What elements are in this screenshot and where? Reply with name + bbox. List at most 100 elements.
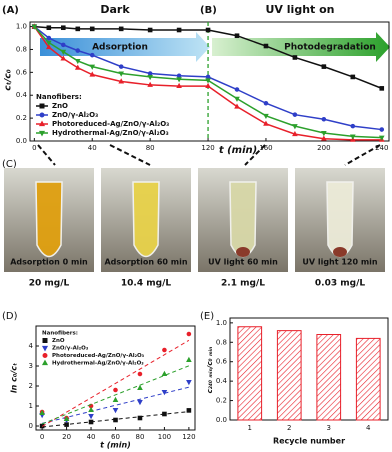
marker (112, 408, 119, 414)
marker (263, 100, 269, 106)
marker (45, 40, 52, 46)
x-axis-label: t (min) (219, 145, 257, 156)
marker (263, 43, 269, 49)
x-tick-label: 200 (317, 144, 330, 152)
marker (75, 26, 81, 32)
marker (147, 74, 153, 81)
marker (112, 396, 119, 402)
plot-frame (29, 21, 390, 142)
y-tick-label: 0.4 (216, 377, 228, 385)
marker (60, 25, 66, 31)
marker (64, 422, 69, 427)
marker (186, 356, 192, 362)
marker (75, 48, 81, 53)
legend-marker (41, 345, 49, 352)
x-tick-label: 60 (111, 433, 120, 441)
annotation: Photodegradation (284, 43, 376, 53)
legend-marker (39, 112, 45, 118)
y-axis-label: ln c₀/cₜ (10, 363, 19, 393)
marker (161, 370, 168, 376)
marker (349, 134, 356, 140)
marker (118, 64, 124, 69)
marker (161, 390, 168, 396)
annotation: (B) (200, 5, 217, 16)
marker (263, 120, 269, 126)
sediment (333, 247, 347, 257)
y-tick-label: 0.4 (16, 91, 28, 99)
y-axis-label: c₂₄₀ ₘᵢₙ/c₀ ₘᵢₙ (206, 347, 214, 394)
marker (118, 71, 125, 77)
bar (237, 326, 263, 421)
marker (147, 81, 153, 87)
marker (378, 135, 385, 141)
marker (292, 124, 298, 130)
y-tick-label: 3 (29, 362, 33, 370)
y-tick-label: 2 (29, 382, 33, 390)
photo-concentration: 20 mg/L (29, 279, 70, 289)
photo-caption: Adsorption 60 min (104, 258, 187, 267)
sediment (236, 247, 250, 257)
legend-label: ZnO/γ-Al₂O₃ (52, 346, 89, 352)
y-tick-label: 4 (29, 342, 34, 350)
annotation: UV light on (266, 3, 335, 16)
chart-title: Dark (100, 3, 130, 16)
marker (88, 419, 94, 425)
photo-caption: Adsorption 0 min (10, 258, 88, 267)
marker (321, 135, 327, 141)
marker (46, 25, 52, 31)
x-tick-label: 20 (62, 433, 71, 441)
marker (205, 74, 211, 80)
legend-title: Nanofibers: (36, 93, 82, 101)
marker (205, 27, 211, 33)
legend-label: ZnO/γ-Al₂O₃ (52, 111, 98, 119)
x-tick-label: 160 (259, 144, 272, 152)
marker (234, 103, 240, 109)
marker (176, 73, 182, 79)
y-tick-label: 0.0 (216, 416, 227, 424)
marker (263, 113, 269, 120)
marker (74, 64, 81, 70)
y-tick-label: 0.2 (216, 397, 227, 405)
adsorption-arrow (40, 32, 210, 62)
marker (60, 42, 66, 48)
marker (147, 27, 153, 33)
fit-line (41, 339, 190, 427)
y-tick-label: 0.8 (16, 45, 27, 53)
marker (113, 387, 118, 393)
y-tick-label: 0.0 (16, 137, 27, 145)
legend-label: Photoreduced-Ag/ZnO/γ-Al₂O₃ (52, 353, 145, 359)
x-tick-label: 240 (375, 144, 388, 152)
marker (350, 74, 356, 80)
marker (88, 414, 94, 420)
legend-label: ZnO (52, 338, 65, 344)
x-tick-label: 1 (248, 424, 252, 432)
marker (321, 116, 327, 122)
vial (132, 181, 160, 258)
x-tick-label: 80 (136, 433, 145, 441)
marker (379, 127, 385, 132)
marker (234, 87, 240, 92)
y-tick-label: 1.0 (216, 319, 227, 327)
x-tick-label: 0 (40, 433, 44, 441)
marker (60, 55, 67, 61)
bar (355, 337, 381, 421)
marker (321, 64, 327, 69)
marker (186, 408, 192, 413)
pointer-arrows (37, 144, 381, 166)
legend-marker (38, 120, 46, 127)
legend-marker (42, 338, 48, 343)
legend-label: Hydrothermal-Ag/ZnO/γ-Al₂O₃ (52, 361, 144, 367)
legend-label: ZnO (52, 102, 68, 110)
marker (74, 58, 81, 65)
marker (234, 96, 240, 102)
vial (35, 181, 63, 258)
x-tick-label: 120 (201, 144, 214, 152)
marker (205, 78, 211, 84)
x-tick-label: 40 (87, 433, 96, 441)
photo-caption: UV light 120 min (302, 258, 378, 267)
marker (205, 82, 211, 89)
marker (176, 82, 182, 89)
legend-label: Photoreduced-Ag/ZnO/γ-Al₂O₃ (52, 120, 169, 128)
y-tick-label: 0.6 (16, 68, 28, 76)
